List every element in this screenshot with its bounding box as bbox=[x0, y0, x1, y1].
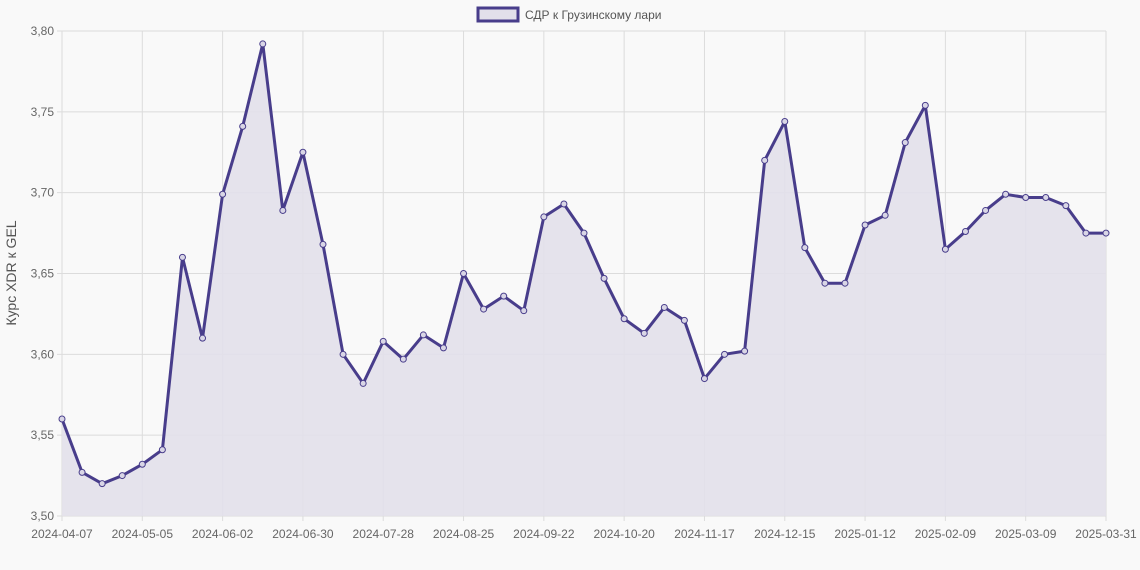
y-tick-label: 3,80 bbox=[31, 24, 55, 38]
data-point[interactable] bbox=[721, 350, 729, 358]
x-tick-label: 2024-06-30 bbox=[272, 527, 334, 541]
x-tick-label: 2024-06-02 bbox=[192, 527, 254, 541]
data-point[interactable] bbox=[961, 227, 969, 235]
data-point[interactable] bbox=[761, 156, 769, 164]
data-point[interactable] bbox=[480, 305, 488, 313]
data-point[interactable] bbox=[982, 206, 990, 214]
data-point[interactable] bbox=[379, 337, 387, 345]
data-point[interactable] bbox=[741, 347, 749, 355]
data-point[interactable] bbox=[560, 200, 568, 208]
y-tick-label: 3,70 bbox=[31, 186, 55, 200]
y-axis-label: Курс XDR к GEL bbox=[3, 220, 19, 325]
x-tick-label: 2025-01-12 bbox=[834, 527, 896, 541]
legend-label[interactable]: СДР к Грузинскому лари bbox=[525, 8, 661, 22]
data-point[interactable] bbox=[419, 331, 427, 339]
x-tick-label: 2024-11-17 bbox=[674, 527, 735, 541]
data-point[interactable] bbox=[1002, 190, 1010, 198]
data-point[interactable] bbox=[339, 350, 347, 358]
x-tick-label: 2024-12-15 bbox=[754, 527, 816, 541]
data-point[interactable] bbox=[460, 270, 468, 277]
data-point[interactable] bbox=[239, 122, 247, 130]
data-point[interactable] bbox=[1102, 229, 1110, 237]
data-point[interactable] bbox=[841, 279, 849, 287]
data-point[interactable] bbox=[700, 375, 708, 383]
series-area-fill bbox=[62, 43, 1106, 517]
data-point[interactable] bbox=[901, 139, 909, 147]
data-point[interactable] bbox=[540, 213, 548, 221]
data-point[interactable] bbox=[1082, 229, 1090, 237]
x-tick-label: 2024-07-28 bbox=[353, 527, 415, 541]
data-point[interactable] bbox=[58, 415, 66, 423]
data-point[interactable] bbox=[178, 253, 186, 261]
data-point[interactable] bbox=[1062, 202, 1070, 210]
data-point[interactable] bbox=[801, 244, 809, 252]
y-tick-label: 3,60 bbox=[31, 347, 55, 361]
data-point[interactable] bbox=[660, 303, 668, 311]
data-point[interactable] bbox=[259, 40, 267, 48]
data-point[interactable] bbox=[118, 472, 126, 480]
legend-swatch[interactable] bbox=[476, 6, 520, 23]
x-tick-label: 2025-02-09 bbox=[915, 527, 977, 541]
data-point[interactable] bbox=[580, 229, 588, 237]
data-point[interactable] bbox=[1022, 194, 1030, 202]
x-tick-label: 2024-04-07 bbox=[31, 527, 93, 541]
data-point[interactable] bbox=[921, 101, 929, 109]
data-point[interactable] bbox=[500, 292, 508, 300]
data-point[interactable] bbox=[881, 211, 889, 219]
data-point[interactable] bbox=[640, 329, 648, 337]
data-point[interactable] bbox=[359, 379, 367, 387]
data-point[interactable] bbox=[319, 240, 327, 248]
data-point[interactable] bbox=[680, 316, 688, 324]
data-point[interactable] bbox=[520, 307, 528, 315]
y-tick-label: 3,50 bbox=[31, 509, 55, 523]
y-tick-label: 3,65 bbox=[31, 267, 55, 281]
x-tick-label: 2024-05-05 bbox=[112, 527, 174, 541]
x-tick-label: 2025-03-09 bbox=[995, 527, 1057, 541]
data-point[interactable] bbox=[199, 334, 207, 342]
data-point[interactable] bbox=[78, 468, 86, 476]
data-point[interactable] bbox=[861, 221, 869, 229]
data-point[interactable] bbox=[821, 279, 829, 287]
data-point[interactable] bbox=[439, 344, 447, 352]
data-points bbox=[58, 40, 1110, 488]
legend[interactable]: СДР к Грузинскому лари bbox=[476, 6, 661, 23]
data-point[interactable] bbox=[399, 355, 407, 363]
data-point[interactable] bbox=[600, 274, 608, 282]
x-axis-ticks: 2024-04-07 2024-05-05 2024-06-02 2024-06-30… bbox=[31, 527, 1137, 541]
x-tick-label: 2024-08-25 bbox=[433, 527, 495, 541]
data-point[interactable] bbox=[138, 460, 146, 468]
x-tick-label: 2024-10-20 bbox=[593, 527, 655, 541]
data-point[interactable] bbox=[781, 118, 789, 126]
data-point[interactable] bbox=[620, 315, 628, 323]
data-point[interactable] bbox=[158, 446, 166, 454]
data-point[interactable] bbox=[299, 148, 307, 156]
x-tick-label: 2024-09-22 bbox=[513, 527, 575, 541]
data-point[interactable] bbox=[219, 190, 227, 198]
data-point[interactable] bbox=[98, 480, 106, 488]
x-tick-label: 2025-03-31 bbox=[1075, 527, 1137, 541]
y-tick-label: 3,75 bbox=[31, 105, 55, 119]
data-point[interactable] bbox=[1042, 194, 1050, 202]
data-point[interactable] bbox=[279, 206, 287, 214]
y-tick-label: 3,55 bbox=[31, 428, 55, 442]
data-point[interactable] bbox=[941, 245, 949, 253]
y-axis-ticks: 3,50 3,55 3,60 3,65 3,70 3,75 3,80 bbox=[31, 24, 55, 523]
